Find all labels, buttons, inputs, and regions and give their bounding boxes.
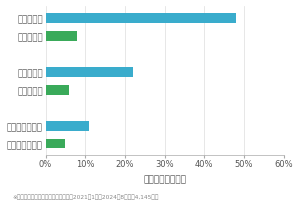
Bar	[46, 32, 77, 41]
X-axis label: 件数の割合（％）: 件数の割合（％）	[143, 174, 186, 183]
Bar	[46, 67, 133, 77]
Bar	[46, 85, 69, 95]
Bar	[46, 121, 89, 131]
Bar	[46, 139, 65, 149]
Text: ※弊社受付の案件を対象に集計（期間2021年1月～2024年8月、計4,145件）: ※弊社受付の案件を対象に集計（期間2021年1月～2024年8月、計4,145件…	[12, 193, 158, 199]
Bar	[46, 14, 236, 24]
